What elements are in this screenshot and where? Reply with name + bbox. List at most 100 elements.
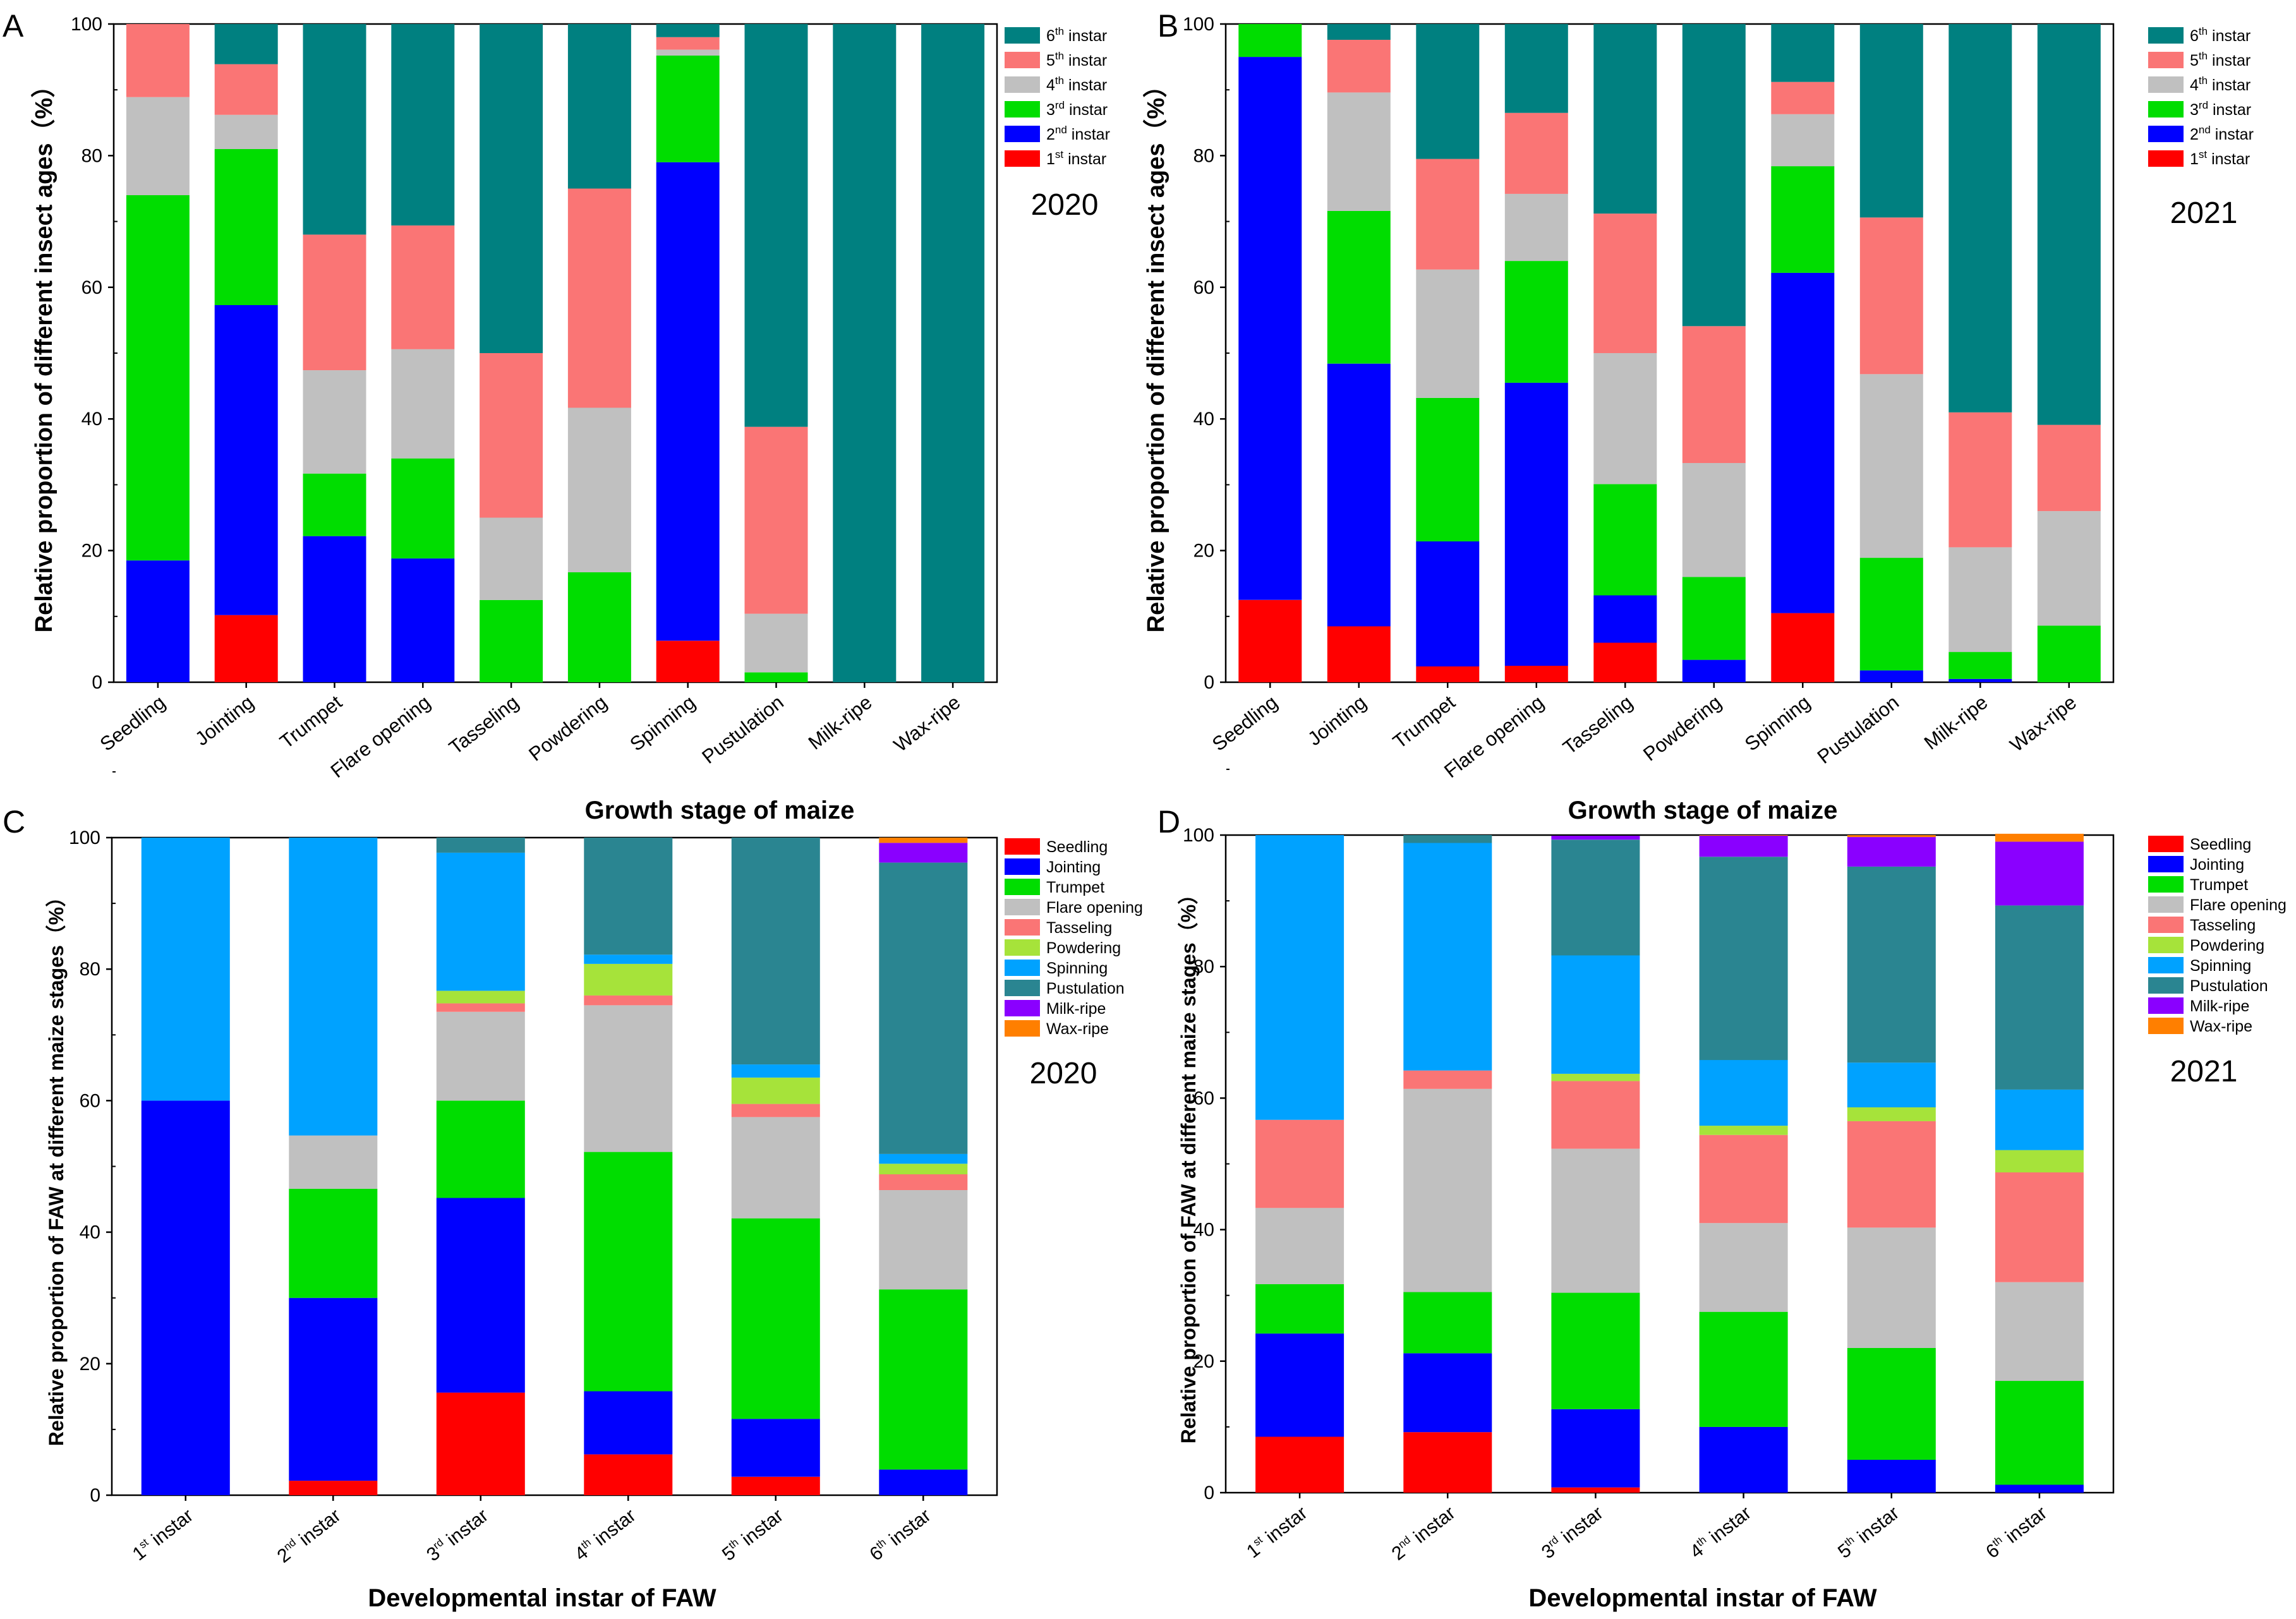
legend-label-milk-ripe: Milk-ripe [2190, 997, 2249, 1015]
bar-segment-powdering [1847, 1107, 1936, 1121]
bar-segment-tasseling [1699, 1135, 1788, 1224]
plot-frame [112, 23, 998, 683]
bar-segment-trumpet [1255, 1284, 1344, 1334]
legend-swatch-3rd-instar [1005, 101, 1040, 117]
bar-segment-3rd-instar [744, 672, 808, 682]
bar-segment-2nd-instar [1949, 678, 2012, 682]
bar-segment-milk-ripe [1551, 836, 1640, 840]
bar-segment-5th-instar [1771, 81, 1835, 114]
legend-label-trumpet: Trumpet [1046, 879, 1104, 896]
bar-segment-milk-ripe [1995, 841, 2084, 906]
bar-segment-flare-opening [1699, 1223, 1788, 1312]
x-tick-label: Wax-ripe [2006, 691, 2081, 756]
legend-swatch-jointing [2148, 856, 2184, 872]
legend-label-tasseling: Tasseling [2190, 917, 2256, 934]
bar-segment-jointing [879, 1469, 968, 1495]
bar-segment-2nd-instar [1593, 595, 1657, 643]
legend-swatch-6th-instar [2148, 27, 2184, 44]
legend-swatch-4th-instar [1005, 76, 1040, 93]
bar-segment-1st-instar [1416, 666, 1480, 682]
bar-segment-3rd-instar [126, 195, 190, 561]
bar-segment-flare-opening [1995, 1282, 2084, 1381]
y-tick-label: 100 [69, 828, 100, 848]
bar-segment-4th-instar [1327, 92, 1391, 211]
bar-segment-4th-instar [1859, 374, 1923, 558]
bar-segment-3rd-instar [1949, 652, 2012, 679]
y-tick-label: 80 [82, 145, 102, 166]
bar-segment-jointing [141, 1100, 230, 1495]
bar-segment-1st-instar [1593, 642, 1657, 682]
bar-segment-5th-instar [303, 234, 366, 371]
legend-label-powdering: Powdering [2190, 937, 2264, 954]
bar-segment-3rd-instar [2037, 625, 2101, 682]
bar-segment-spinning [584, 954, 673, 964]
bar-segment-seedling [1255, 1436, 1344, 1493]
bar-segment-4th-instar [1949, 547, 2012, 653]
bar-segment-3rd-instar [567, 572, 631, 682]
bar-segment-6th-instar [1416, 24, 1480, 159]
bar-segment-4th-instar [656, 49, 720, 56]
x-tick-label: 3rd instar [423, 1505, 492, 1566]
bar-segment-trumpet [584, 1152, 673, 1392]
legend-swatch-trumpet [2148, 876, 2184, 893]
bar-segment-spinning [1847, 1062, 1936, 1107]
x-tick-label: Tasseling [445, 691, 523, 759]
bar-segment-6th-instar [567, 24, 631, 189]
bar-segment-pustulation [584, 838, 673, 955]
bar-segment-4th-instar [1416, 269, 1480, 398]
bar-segment-jointing [584, 1391, 673, 1455]
legend-label-5th-instar: 5th instar [1046, 50, 1107, 69]
bar-segment-tasseling [731, 1104, 820, 1117]
x-tick-label: Jointing [191, 691, 258, 750]
legend-swatch-2nd-instar [2148, 126, 2184, 142]
y-tick-label: 80 [1193, 956, 1214, 977]
legend-label-1st-instar: 1st instar [1046, 148, 1106, 168]
bar-segment-trumpet [1699, 1311, 1788, 1427]
legend-swatch-seedling [2148, 836, 2184, 852]
year-label: 2021 [2170, 196, 2238, 230]
legend-swatch-jointing [1005, 858, 1040, 875]
y-tick-label: 40 [82, 409, 102, 430]
bar-segment-4th-instar [567, 407, 631, 572]
bar-segment-3rd-instar [1771, 166, 1835, 273]
bar-segment-spinning [1403, 843, 1492, 1071]
bar-segment-4th-instar [1593, 353, 1657, 484]
legend-label-2nd-instar: 2nd instar [2190, 124, 2254, 143]
bar-segment-powdering [584, 963, 673, 996]
x-tick-label: Spinning [625, 691, 699, 755]
x-tick-label: Seedling [1208, 691, 1282, 755]
bar-segment-spinning [436, 852, 525, 991]
y-tick-label: 0 [90, 1485, 100, 1506]
y-tick-label: 60 [80, 1090, 100, 1111]
bar-segment-tasseling [1551, 1081, 1640, 1149]
bar-segment-spinning [731, 1064, 820, 1078]
x-tick-label: 2nd instar [273, 1505, 344, 1567]
bar-segment-5th-instar [656, 37, 720, 50]
legend-swatch-seedling [1005, 838, 1040, 855]
panel-d: D 0 20 40 60 80 100 1st instar 2nd instar 3rd ins… [1157, 768, 2287, 1612]
panel-c: C 0 20 40 60 80 100 1st instar 2nd instar 3rd ins… [3, 771, 1143, 1612]
bar-segment-2nd-instar [1771, 272, 1835, 613]
legend-label-pustulation: Pustulation [2190, 977, 2268, 995]
bar-segment-jointing [1403, 1353, 1492, 1433]
bar-segment-tasseling [436, 1003, 525, 1012]
y-tick-label: 20 [82, 541, 102, 562]
bar-segment-6th-instar [1504, 24, 1568, 113]
x-tick-label: Wax-ripe [890, 691, 964, 756]
bar-segment-trumpet [1551, 1292, 1640, 1409]
legend-label-trumpet: Trumpet [2190, 876, 2248, 894]
bar-segment-6th-instar [214, 24, 278, 64]
panel-letter: C [3, 804, 25, 840]
bar-segment-4th-instar [126, 97, 190, 195]
bar-segment-wax-ripe [1847, 835, 1936, 838]
bar-segment-5th-instar [1593, 214, 1657, 353]
y-tick-label: 20 [80, 1354, 100, 1375]
bar-segment-2nd-instar [391, 558, 455, 682]
bar-segment-jointing [731, 1419, 820, 1477]
bar-segment-tasseling [1995, 1172, 2084, 1282]
bar-segment-3rd-instar [480, 599, 543, 683]
bar-segment-spinning [1699, 1060, 1788, 1126]
legend-swatch-powdering [2148, 937, 2184, 953]
bar-segment-seedling [584, 1454, 673, 1495]
